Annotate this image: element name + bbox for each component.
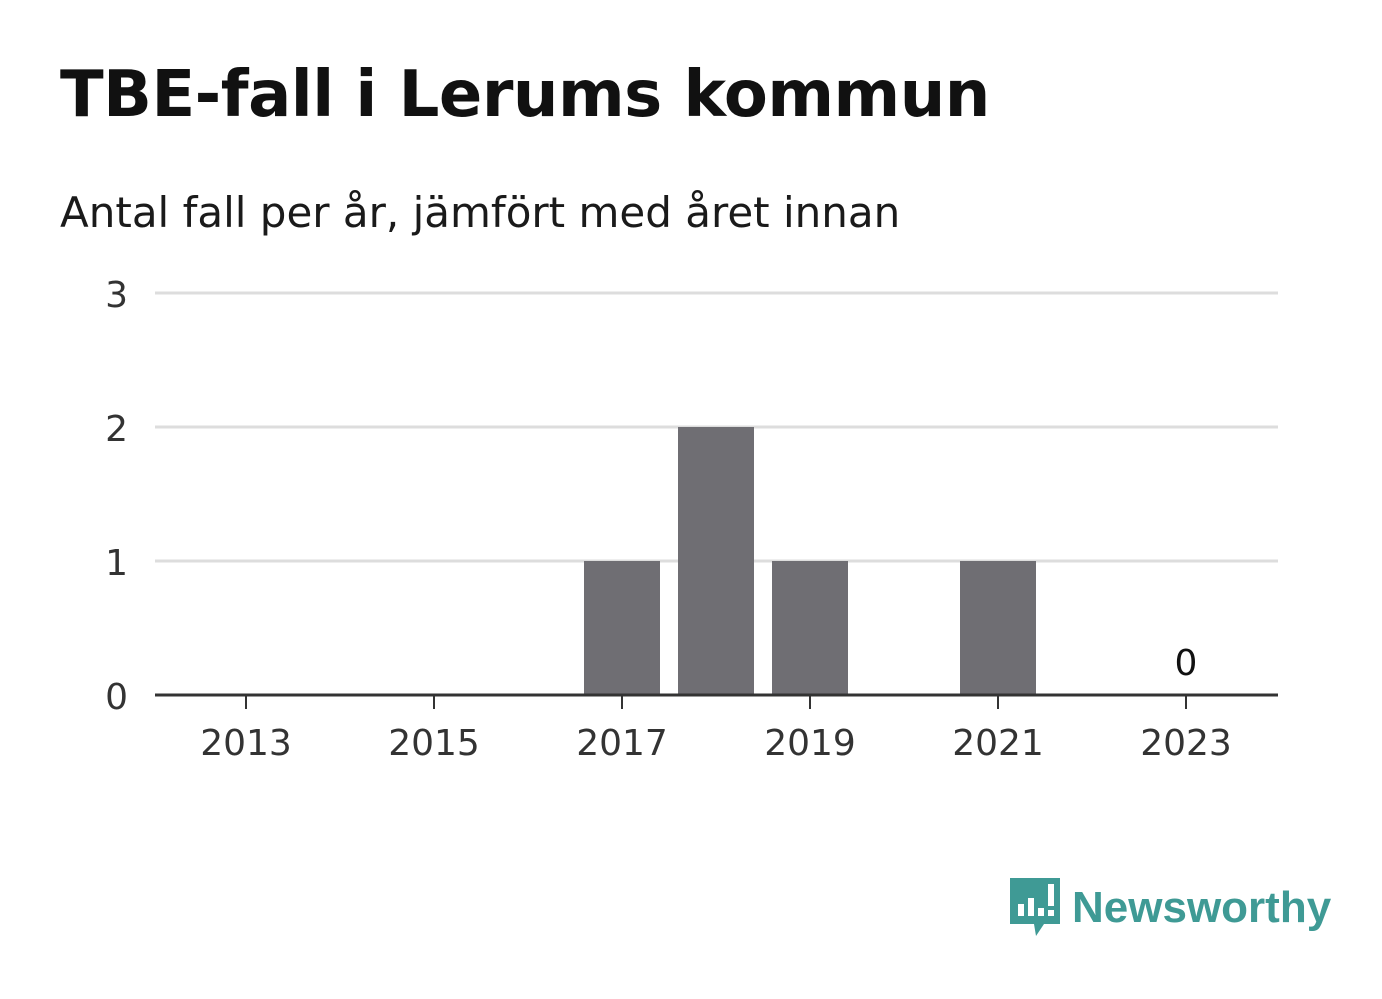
chart-title: TBE-fall i Lerums kommun xyxy=(60,58,990,132)
bar-2021 xyxy=(960,561,1036,695)
x-tick-label: 2017 xyxy=(576,723,668,764)
bar-2018 xyxy=(678,427,754,695)
brand-name: Newsworthy xyxy=(1072,883,1332,932)
x-tick-label: 2015 xyxy=(388,723,480,764)
x-tick-label: 2023 xyxy=(1140,723,1232,764)
x-tick-label: 2021 xyxy=(952,723,1044,764)
x-tick-label: 2019 xyxy=(764,723,856,764)
chart-subtitle: Antal fall per år, jämfört med året inna… xyxy=(60,188,901,237)
y-tick-label: 3 xyxy=(105,275,128,316)
y-tick-label: 2 xyxy=(105,409,128,450)
data-label-2023: 0 xyxy=(1175,643,1198,684)
y-tick-label: 0 xyxy=(105,677,128,718)
bar-chart-speech-bubble-icon xyxy=(1010,878,1060,936)
y-tick-label: 1 xyxy=(105,543,128,584)
bar-2019 xyxy=(772,561,848,695)
x-tick-label: 2013 xyxy=(200,723,292,764)
newsworthy-logo: Newsworthy xyxy=(1010,878,1331,938)
bar-2017 xyxy=(584,561,660,695)
